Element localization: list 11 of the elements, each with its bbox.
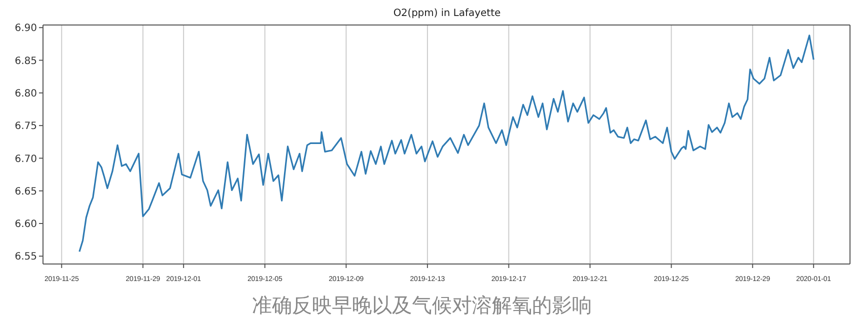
y-tick-label: 6.85 <box>14 56 37 67</box>
text: 准确反映早晚以及气候对溶解氧的影响 <box>251 292 593 319</box>
y-tick-label: 6.70 <box>14 154 37 165</box>
chart-title: O2(ppm) in Lafayette <box>392 8 502 21</box>
y-tick-label: 6.55 <box>14 252 37 263</box>
y-tick-label: 6.80 <box>14 88 37 100</box>
y-tick-label: 6.60 <box>14 219 37 230</box>
y-tick-label: 6.65 <box>14 186 37 198</box>
y-tick-label: 6.90 <box>14 23 37 34</box>
y-tick-label: 6.75 <box>14 121 37 132</box>
line-series <box>78 34 814 252</box>
